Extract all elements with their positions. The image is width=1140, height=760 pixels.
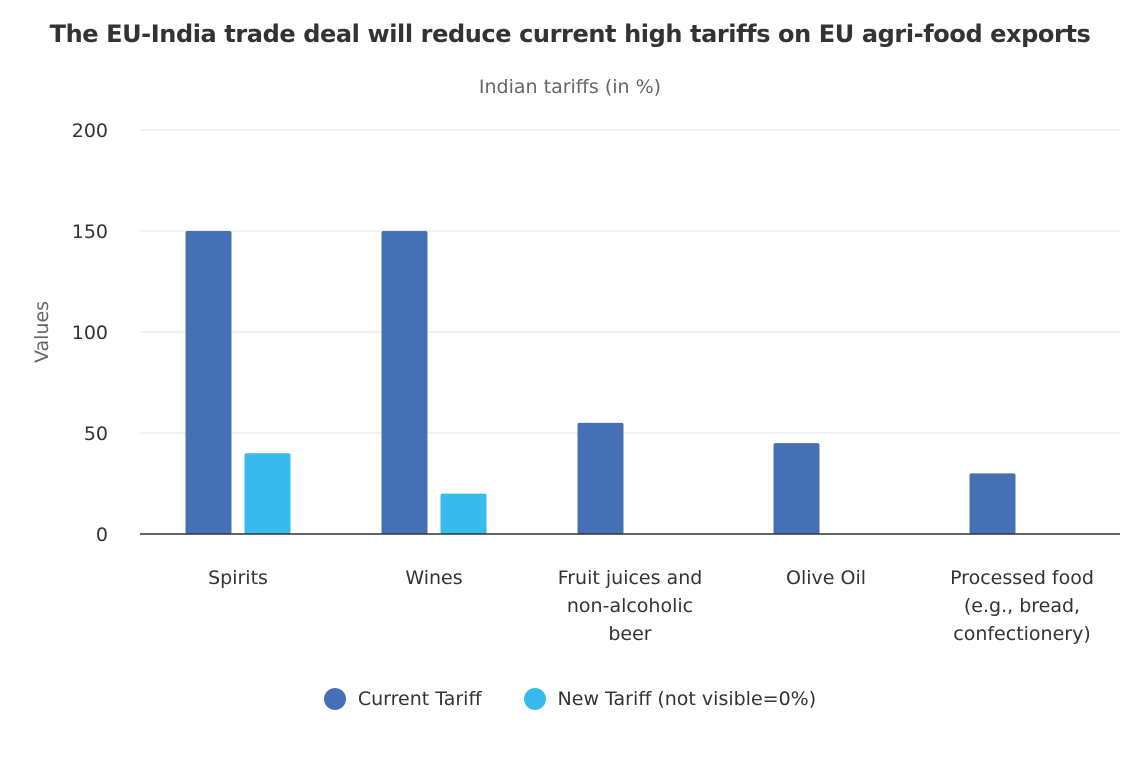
chart-plot: 0 50 100 150 200 Values Spirits Wines Fruit ju…	[31, 120, 1120, 645]
x-tick-label: Processed food (e.g., bread, confectionery…	[950, 567, 1094, 645]
x-tick-label-line: Spirits	[208, 567, 268, 589]
bar-current-tariff[interactable]	[381, 231, 428, 534]
chart-subtitle: Indian tariffs (in %)	[478, 76, 662, 98]
x-tick-label-line: Olive Oil	[786, 567, 866, 589]
x-tick-label-line: beer	[608, 623, 651, 645]
bar-new-tariff[interactable]	[244, 453, 291, 534]
legend-swatch-new-tariff	[523, 688, 546, 710]
x-tick-label-line: (e.g., bread,	[964, 595, 1080, 617]
y-tick-label: 150	[72, 221, 108, 243]
legend-label-new-tariff: New Tariff (not visible=0%)	[557, 688, 817, 710]
x-tick-label: Fruit juices and non-alcoholic beer	[558, 567, 703, 645]
legend-swatch-current-tariff	[323, 688, 346, 710]
x-tick-label-line: confectionery)	[953, 623, 1091, 645]
gridlines	[140, 129, 1120, 434]
x-axis-ticks: Spirits Wines Fruit juices and non-alcoholi…	[208, 567, 1094, 645]
bars	[185, 231, 1016, 534]
y-tick-label: 0	[96, 524, 108, 546]
bar-current-tariff[interactable]	[969, 473, 1016, 534]
x-tick-label: Wines	[405, 567, 462, 589]
y-axis-title: Values	[31, 301, 53, 363]
x-tick-label-line: non-alcoholic	[567, 595, 693, 617]
chart-title: The EU-India trade deal will reduce curr…	[49, 20, 1091, 48]
x-tick-label-line: Fruit juices and	[558, 567, 703, 589]
legend-label-current-tariff: Current Tariff	[357, 688, 482, 710]
y-tick-label: 200	[72, 120, 108, 142]
legend: Current Tariff New Tariff (not visible=0…	[0, 688, 1140, 710]
x-tick-label-line: Processed food	[950, 567, 1094, 589]
x-tick-label-line: Wines	[405, 567, 462, 589]
bar-current-tariff[interactable]	[577, 422, 624, 534]
x-tick-label: Spirits	[208, 567, 268, 589]
bar-current-tariff[interactable]	[185, 231, 232, 534]
x-tick-label: Olive Oil	[786, 567, 866, 589]
legend-item-current-tariff[interactable]: Current Tariff	[323, 688, 482, 710]
bar-new-tariff[interactable]	[440, 493, 487, 534]
y-axis-ticks: 0 50 100 150 200	[72, 120, 108, 546]
bar-current-tariff[interactable]	[773, 443, 820, 534]
legend-item-new-tariff[interactable]: New Tariff (not visible=0%)	[523, 688, 817, 710]
y-tick-label: 50	[84, 423, 108, 445]
y-tick-label: 100	[72, 322, 108, 344]
